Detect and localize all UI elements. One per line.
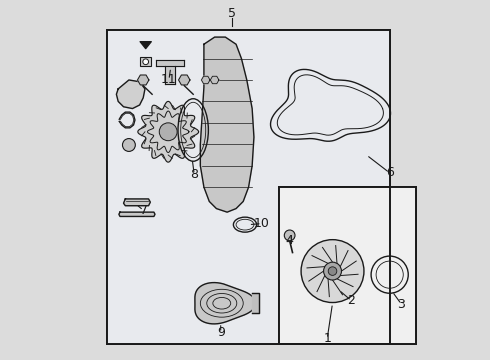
Text: 5: 5	[228, 8, 237, 21]
Text: 9: 9	[217, 327, 224, 339]
Polygon shape	[123, 199, 150, 206]
Bar	[107, 30, 390, 344]
Bar	[140, 58, 151, 66]
Polygon shape	[117, 80, 145, 109]
Polygon shape	[138, 102, 198, 162]
Polygon shape	[119, 212, 155, 216]
FancyArrowPatch shape	[140, 42, 151, 49]
Text: 3: 3	[397, 298, 405, 311]
Circle shape	[328, 267, 337, 275]
Polygon shape	[210, 76, 219, 84]
Circle shape	[284, 230, 295, 241]
Bar	[279, 187, 416, 344]
Polygon shape	[138, 75, 149, 85]
Text: 8: 8	[190, 168, 198, 181]
Text: 2: 2	[347, 294, 355, 307]
Bar	[279, 187, 416, 344]
Text: 10: 10	[254, 217, 270, 230]
Bar	[107, 30, 390, 344]
Text: 1: 1	[323, 333, 331, 346]
Polygon shape	[195, 283, 256, 324]
Polygon shape	[252, 293, 259, 313]
Circle shape	[159, 123, 177, 141]
Text: 7: 7	[140, 204, 147, 217]
Polygon shape	[200, 37, 254, 212]
Bar	[279, 187, 416, 344]
Circle shape	[301, 240, 364, 302]
Text: 6: 6	[386, 166, 393, 179]
Text: 4: 4	[286, 234, 294, 247]
Polygon shape	[201, 76, 210, 84]
Circle shape	[143, 59, 148, 64]
Circle shape	[122, 139, 135, 152]
Circle shape	[323, 262, 342, 280]
Bar	[107, 30, 390, 344]
Text: 11: 11	[161, 73, 177, 86]
Polygon shape	[178, 75, 190, 85]
